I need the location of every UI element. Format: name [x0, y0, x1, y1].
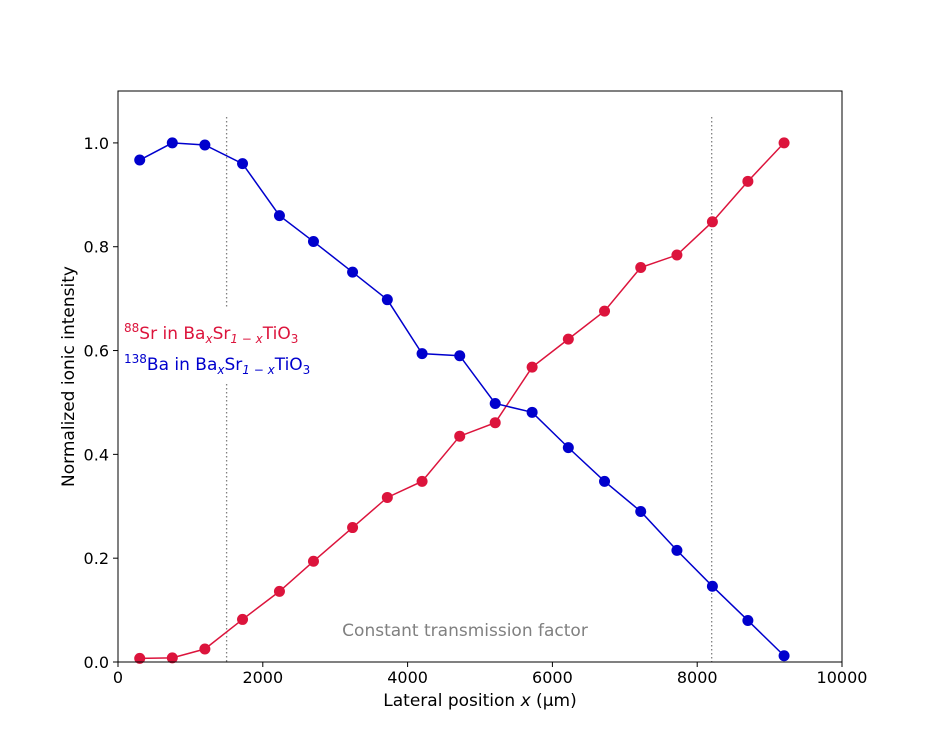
y-tick-label: 0.0 [84, 653, 109, 672]
data-point [599, 305, 611, 317]
y-axis: 0.0 0.2 0.4 0.6 0.8 1.0 [84, 134, 118, 672]
data-point [778, 137, 790, 149]
legend-entry-sr: 88Sr in BaxSr1 − xTiO3 [124, 321, 298, 346]
legend-ba-sub-1mx: 1 − x [242, 363, 275, 377]
data-point [635, 505, 647, 517]
data-point [237, 613, 249, 625]
data-point [307, 236, 319, 248]
data-point [454, 430, 466, 442]
y-tick-label: 0.4 [84, 445, 109, 464]
x-tick-label: 0 [113, 668, 123, 687]
data-point [635, 261, 647, 273]
y-tick-label: 0.2 [84, 549, 109, 568]
legend-ba-sub-x: x [216, 363, 225, 377]
x-tick-label: 10000 [817, 668, 868, 687]
legend-sr-sub-1mx: 1 − x [230, 332, 263, 346]
data-point [416, 475, 428, 487]
x-axis-label: Lateral position x (µm) [383, 691, 576, 711]
reference-lines [225, 116, 713, 662]
data-point [489, 397, 501, 409]
data-point [599, 475, 611, 487]
legend-sr-sub-x: x [204, 332, 213, 346]
data-point [778, 650, 790, 662]
legend-sr-sub-3: 3 [291, 332, 299, 346]
legend-sr-element: Sr [139, 324, 157, 344]
data-point [134, 652, 146, 664]
x-tick-label: 6000 [532, 668, 573, 687]
data-point [237, 158, 249, 170]
data-point [307, 555, 319, 567]
x-tick-label: 4000 [387, 668, 428, 687]
data-point [526, 406, 538, 418]
x-tick-label: 2000 [242, 668, 283, 687]
legend-sr-isotope: 88 [124, 321, 139, 335]
legend-ba-text3: TiO [274, 355, 303, 375]
legend-sr-text3: TiO [262, 324, 291, 344]
data-point [706, 216, 718, 228]
data-point [199, 643, 211, 655]
data-point [347, 522, 359, 534]
data-point [273, 585, 285, 597]
y-tick-label: 1.0 [84, 134, 109, 153]
annotation-constant-transmission: Constant transmission factor [342, 621, 588, 641]
data-point [454, 350, 466, 362]
series-0 [134, 137, 790, 664]
series-layer [134, 137, 790, 664]
x-axis-label-variable: x [520, 691, 532, 711]
data-point [416, 348, 428, 360]
data-point [199, 139, 211, 151]
data-point [742, 175, 754, 187]
data-point [489, 417, 501, 429]
data-point [381, 294, 393, 306]
data-point [671, 544, 683, 556]
y-tick-label: 0.8 [84, 238, 109, 257]
legend-sr-text2: Sr [213, 324, 231, 344]
plot-frame [117, 90, 843, 663]
legend-ba-sub-3: 3 [303, 363, 311, 377]
x-axis-label-prefix: Lateral position [383, 691, 520, 711]
legend-ba-text: in Ba [169, 355, 217, 375]
data-point [562, 333, 574, 345]
legend-sr-text: in Ba [157, 324, 205, 344]
data-point [562, 442, 574, 454]
x-tick-label: 8000 [677, 668, 718, 687]
data-point [671, 249, 683, 261]
y-axis-label: Normalized ionic intensity [59, 266, 79, 487]
x-axis-label-suffix: (µm) [531, 691, 577, 711]
x-axis: 0 2000 4000 6000 8000 10000 [113, 662, 868, 687]
data-point [273, 210, 285, 222]
data-point [742, 614, 754, 626]
series-1 [134, 137, 790, 662]
y-tick-label: 0.6 [84, 342, 109, 361]
data-point [134, 154, 146, 166]
legend: 88Sr in BaxSr1 − xTiO3 138Ba in BaxSr1 −… [124, 321, 310, 377]
data-point [166, 137, 178, 149]
data-point [166, 652, 178, 664]
data-point [526, 361, 538, 373]
legend-ba-text2: Sr [225, 355, 243, 375]
data-point [381, 491, 393, 503]
data-point [706, 580, 718, 592]
legend-entry-ba: 138Ba in BaxSr1 − xTiO3 [124, 352, 310, 377]
legend-ba-isotope: 138 [124, 352, 147, 366]
data-point [347, 266, 359, 278]
legend-ba-element: Ba [147, 355, 169, 375]
